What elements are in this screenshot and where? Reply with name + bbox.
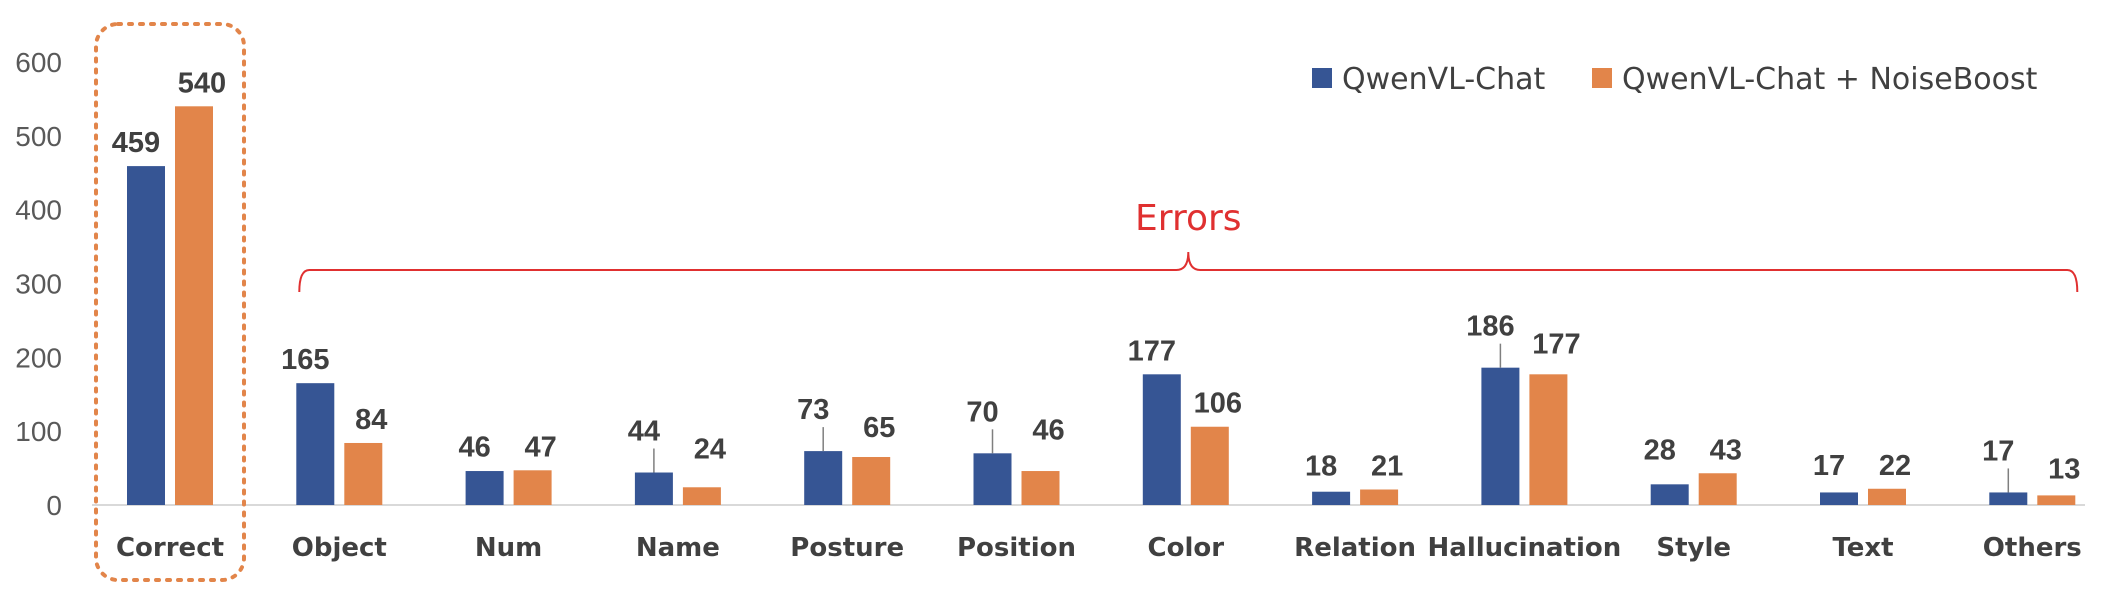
- category-label-hallucination: Hallucination: [1428, 533, 1622, 563]
- bar-qwenvl-chat-others: [1989, 492, 2028, 505]
- data-label-qwenvl-chat-num: 46: [458, 431, 490, 463]
- legend-swatch-qwenvl-chat: [1312, 68, 1332, 88]
- errors-annotation: Errors: [1135, 198, 1242, 239]
- errors-brace: [298, 251, 2079, 293]
- data-label-qwenvl-chat-relation: 18: [1305, 450, 1337, 482]
- bar-qwenvl-chat-posture: [804, 451, 843, 505]
- bar-qwenvl-chat-noiseboost-name: [682, 487, 721, 505]
- data-label-qwenvl-chat-noiseboost-relation: 21: [1371, 450, 1403, 482]
- data-label-qwenvl-chat-noiseboost-object: 84: [355, 404, 387, 436]
- legend-label-qwenvl-chat-noiseboost: QwenVL-Chat + NoiseBoost: [1622, 62, 2038, 97]
- category-label-style: Style: [1656, 533, 1731, 563]
- bar-qwenvl-chat-noiseboost-text: [1868, 488, 1906, 505]
- y-tick-label-200: 200: [15, 342, 62, 373]
- bar-qwenvl-chat-noiseboost-color: [1190, 426, 1229, 505]
- bar-qwenvl-chat-num: [465, 471, 504, 505]
- bar-qwenvl-chat-color: [1142, 374, 1181, 505]
- bar-qwenvl-chat-relation: [1312, 491, 1351, 505]
- category-label-posture: Posture: [790, 533, 904, 563]
- bar-qwenvl-chat-text: [1820, 492, 1858, 505]
- bar-qwenvl-chat-object: [296, 383, 335, 505]
- category-label-name: Name: [636, 533, 720, 563]
- bar-qwenvl-chat-style: [1650, 484, 1689, 505]
- y-axis: 0 100 200 300 400 500 600: [15, 47, 62, 521]
- data-label-qwenvl-chat-noiseboost-color: 106: [1194, 388, 1242, 420]
- bar-qwenvl-chat-noiseboost-object: [344, 442, 383, 505]
- data-label-qwenvl-chat-noiseboost-correct: 540: [178, 67, 226, 99]
- data-label-qwenvl-chat-text: 17: [1813, 450, 1845, 482]
- data-label-qwenvl-chat-noiseboost-hallucination: 177: [1532, 329, 1580, 361]
- category-label-relation: Relation: [1294, 533, 1416, 563]
- data-label-qwenvl-chat-posture: 73: [797, 394, 829, 426]
- data-label-qwenvl-chat-noiseboost-style: 43: [1710, 434, 1742, 466]
- data-label-qwenvl-chat-noiseboost-others: 13: [2048, 453, 2080, 485]
- data-label-qwenvl-chat-style: 28: [1644, 434, 1676, 466]
- y-tick-label-0: 0: [46, 490, 62, 521]
- data-label-qwenvl-chat-noiseboost-num: 47: [524, 431, 556, 463]
- category-label-color: Color: [1148, 533, 1225, 563]
- y-tick-label-300: 300: [15, 269, 62, 300]
- bar-qwenvl-chat-name: [634, 472, 673, 505]
- data-labels: 459 540 165 84 46 47 44 24 73 65 70 46 177 106 18 21 186…: [112, 67, 2080, 493]
- y-tick-label-100: 100: [15, 416, 62, 447]
- bars: [127, 106, 2076, 506]
- category-label-object: Object: [292, 533, 387, 563]
- data-label-qwenvl-chat-noiseboost-name: 24: [694, 434, 726, 466]
- y-tick-label-600: 600: [15, 47, 62, 78]
- category-labels: Correct Object Num Name Posture Position Color…: [116, 533, 2082, 563]
- legend-label-qwenvl-chat: QwenVL-Chat: [1342, 62, 1545, 97]
- bar-qwenvl-chat-noiseboost-posture: [852, 457, 891, 505]
- correct-highlight-box: [94, 22, 246, 582]
- bar-qwenvl-chat-noiseboost-relation: [1360, 489, 1399, 505]
- y-tick-label-500: 500: [15, 121, 62, 152]
- category-label-correct: Correct: [116, 533, 224, 563]
- category-label-text: Text: [1832, 533, 1893, 563]
- data-label-qwenvl-chat-noiseboost-position: 46: [1032, 414, 1064, 446]
- data-label-qwenvl-chat-correct: 459: [112, 127, 160, 159]
- bar-qwenvl-chat-noiseboost-position: [1021, 471, 1060, 505]
- data-label-qwenvl-chat-object: 165: [281, 344, 329, 376]
- legend: QwenVL-Chat QwenVL-Chat + NoiseBoost: [1312, 62, 2038, 97]
- bar-qwenvl-chat-position: [973, 453, 1012, 505]
- bar-qwenvl-chat-correct: [127, 166, 165, 506]
- data-label-qwenvl-chat-color: 177: [1128, 335, 1176, 367]
- category-label-num: Num: [475, 533, 542, 563]
- legend-swatch-qwenvl-chat-noiseboost: [1592, 68, 1612, 88]
- bar-qwenvl-chat-noiseboost-num: [513, 470, 552, 505]
- y-tick-label-400: 400: [15, 195, 62, 226]
- category-label-others: Others: [1983, 533, 2082, 563]
- bar-qwenvl-chat-hallucination: [1481, 367, 1520, 505]
- bar-qwenvl-chat-noiseboost-style: [1698, 473, 1737, 505]
- data-label-qwenvl-chat-others: 17: [1982, 435, 2014, 467]
- data-label-qwenvl-chat-noiseboost-posture: 65: [863, 412, 895, 444]
- data-label-qwenvl-chat-name: 44: [628, 416, 660, 448]
- bar-qwenvl-chat-noiseboost-correct: [175, 106, 213, 506]
- bar-qwenvl-chat-noiseboost-hallucination: [1529, 374, 1568, 505]
- data-label-qwenvl-chat-position: 70: [966, 396, 998, 428]
- bar-qwenvl-chat-noiseboost-others: [2037, 495, 2076, 505]
- category-label-position: Position: [957, 533, 1076, 563]
- data-label-qwenvl-chat-noiseboost-text: 22: [1879, 450, 1911, 482]
- data-label-qwenvl-chat-hallucination: 186: [1466, 311, 1514, 343]
